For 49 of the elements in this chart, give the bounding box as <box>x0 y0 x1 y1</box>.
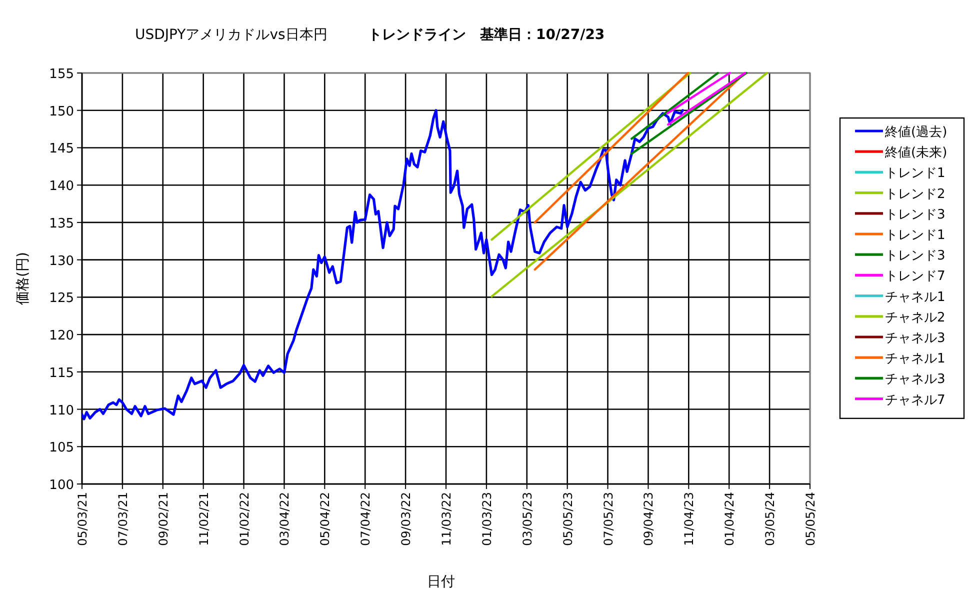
legend-label: チャネル1 <box>885 290 946 305</box>
y-tick-label: 120 <box>49 328 74 344</box>
x-tick-label: 07/03/21 <box>116 492 130 546</box>
legend-label: チャネル3 <box>885 331 946 346</box>
x-tick-label: 01/03/23 <box>480 492 494 546</box>
x-tick-label: 03/05/24 <box>763 492 778 546</box>
x-tick-label: 07/05/23 <box>601 492 616 546</box>
legend-label: チャネル7 <box>885 392 946 408</box>
y-tick-label: 115 <box>49 366 74 381</box>
legend-label: トレンド2 <box>885 186 946 202</box>
x-tick-label: 09/04/23 <box>642 492 656 546</box>
y-tick-label: 140 <box>49 179 74 194</box>
x-tick-label: 05/03/21 <box>76 492 90 546</box>
y-tick-label: 155 <box>49 67 74 82</box>
x-tick-label: 11/03/22 <box>440 492 454 546</box>
y-axis-title: 価格(円) <box>15 252 31 305</box>
x-tick-label: 09/02/21 <box>156 492 170 546</box>
y-tick-label: 130 <box>49 254 74 269</box>
x-tick-label: 01/02/22 <box>237 492 252 546</box>
legend-label: トレンド1 <box>885 228 946 243</box>
y-tick-label: 100 <box>49 478 74 493</box>
x-tick-label: 09/03/22 <box>399 492 414 546</box>
x-tick-label: 03/05/23 <box>520 492 534 546</box>
legend-label: トレンド1 <box>885 166 946 182</box>
x-tick-label: 05/05/24 <box>804 492 818 546</box>
legend-label: チャネル1 <box>885 352 946 367</box>
legend-label: トレンド3 <box>885 207 946 222</box>
chart-subtitle: トレンドライン 基準日：10/27/23 <box>368 27 605 43</box>
x-tick-label: 01/04/24 <box>722 492 737 546</box>
y-tick-label: 135 <box>49 216 74 232</box>
legend-label: 終値(過去) <box>884 125 948 140</box>
chart-title: USDJPYアメリカドルvs日本円 <box>135 27 328 43</box>
x-tick-label: 11/04/23 <box>682 492 696 546</box>
x-tick-label: 11/02/21 <box>196 492 211 546</box>
legend-label: トレンド3 <box>885 248 946 264</box>
legend-label: チャネル2 <box>885 310 946 326</box>
y-tick-label: 105 <box>49 440 74 456</box>
y-tick-label: 145 <box>49 142 74 157</box>
y-tick-label: 110 <box>49 403 74 418</box>
x-tick-label: 03/04/22 <box>278 492 292 546</box>
x-tick-label: 07/04/22 <box>358 492 373 546</box>
legend-label: チャネル3 <box>885 372 946 388</box>
y-tick-label: 125 <box>49 291 74 306</box>
legend-label: 終値(未来) <box>884 146 948 161</box>
x-tick-label: 05/05/23 <box>560 492 575 546</box>
x-axis-title: 日付 <box>427 574 455 590</box>
y-tick-label: 150 <box>49 104 74 120</box>
legend-label: トレンド7 <box>885 269 946 284</box>
x-tick-label: 05/04/22 <box>318 492 332 546</box>
